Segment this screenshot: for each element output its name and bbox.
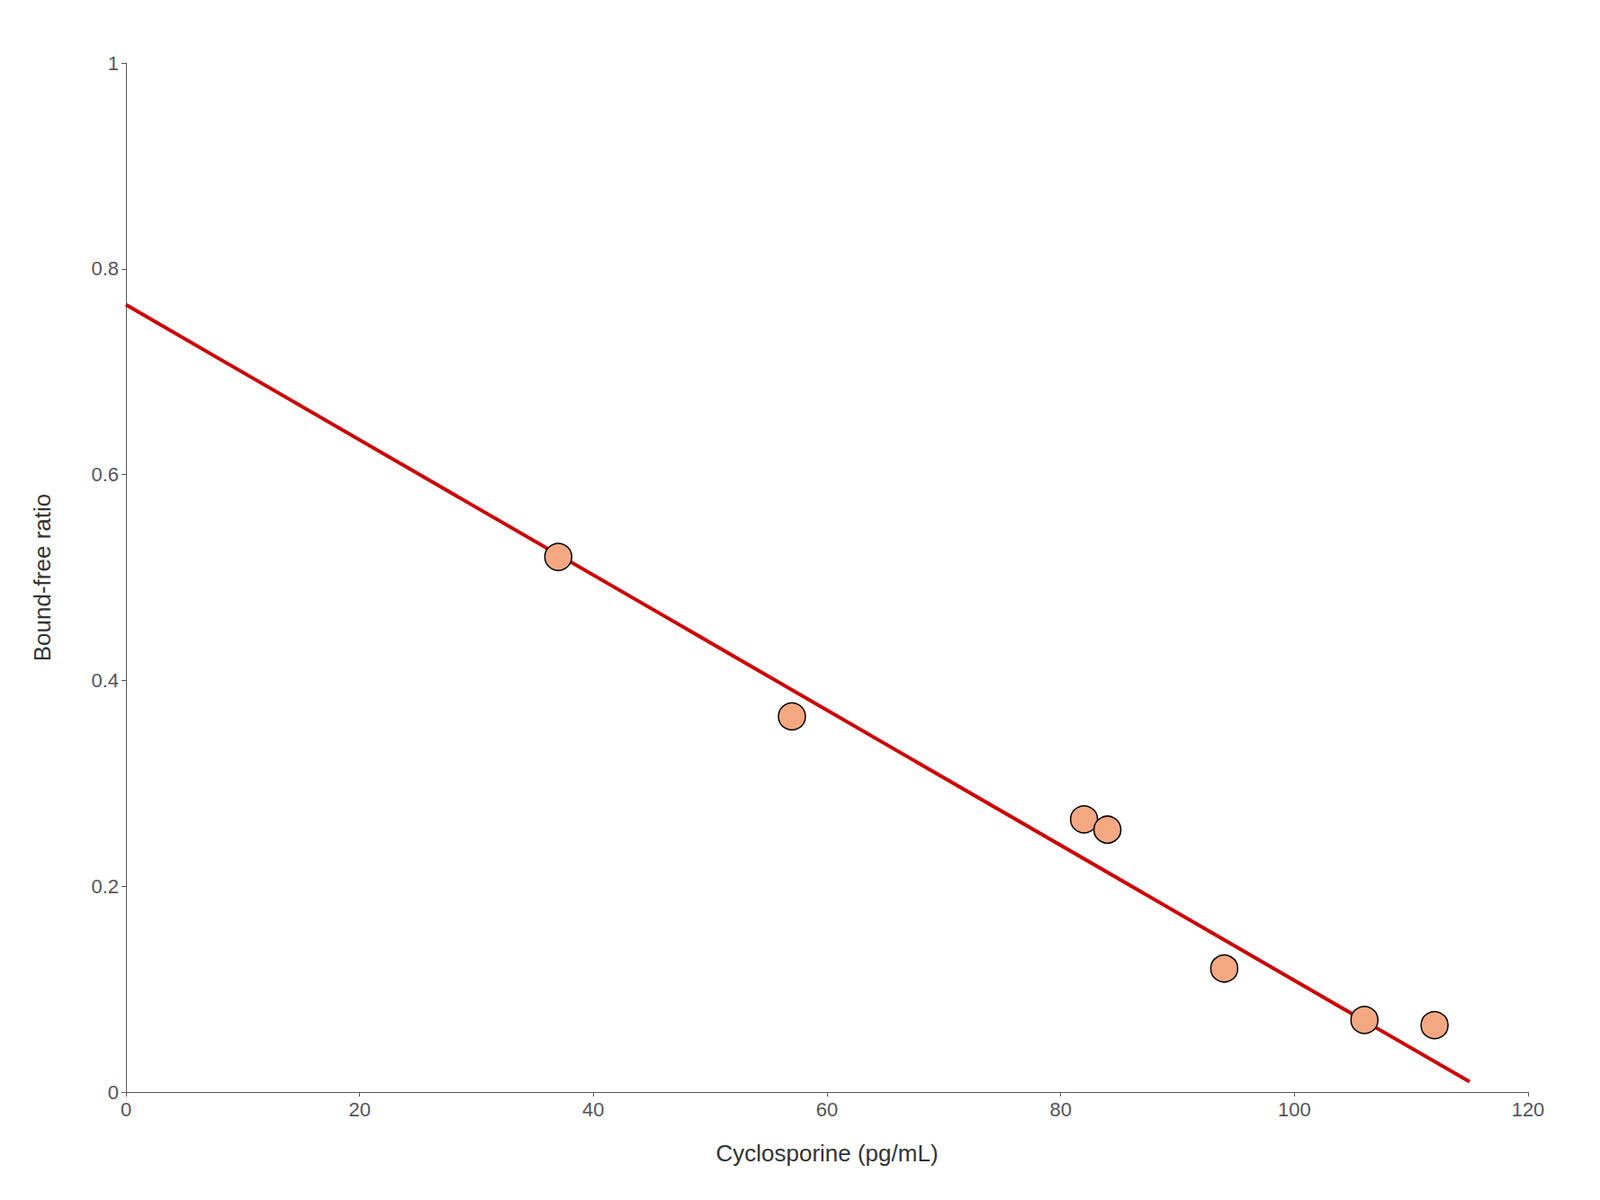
svg-text:Bound-free ratio: Bound-free ratio <box>28 494 56 662</box>
svg-text:0.6: 0.6 <box>90 463 119 486</box>
svg-text:120: 120 <box>1511 1098 1546 1122</box>
svg-text:0: 0 <box>120 1098 132 1122</box>
svg-text:40: 40 <box>582 1098 604 1122</box>
svg-text:0.8: 0.8 <box>90 257 119 280</box>
svg-text:0.2: 0.2 <box>90 875 119 899</box>
svg-text:Cyclosporine (pg/mL): Cyclosporine (pg/mL) <box>715 1140 938 1168</box>
svg-text:100: 100 <box>1277 1098 1312 1122</box>
svg-text:80: 80 <box>1049 1098 1071 1122</box>
svg-text:0.4: 0.4 <box>90 669 119 693</box>
svg-text:60: 60 <box>816 1098 838 1122</box>
svg-text:0: 0 <box>107 1081 119 1105</box>
svg-text:20: 20 <box>348 1098 370 1122</box>
svg-text:1: 1 <box>107 52 119 75</box>
